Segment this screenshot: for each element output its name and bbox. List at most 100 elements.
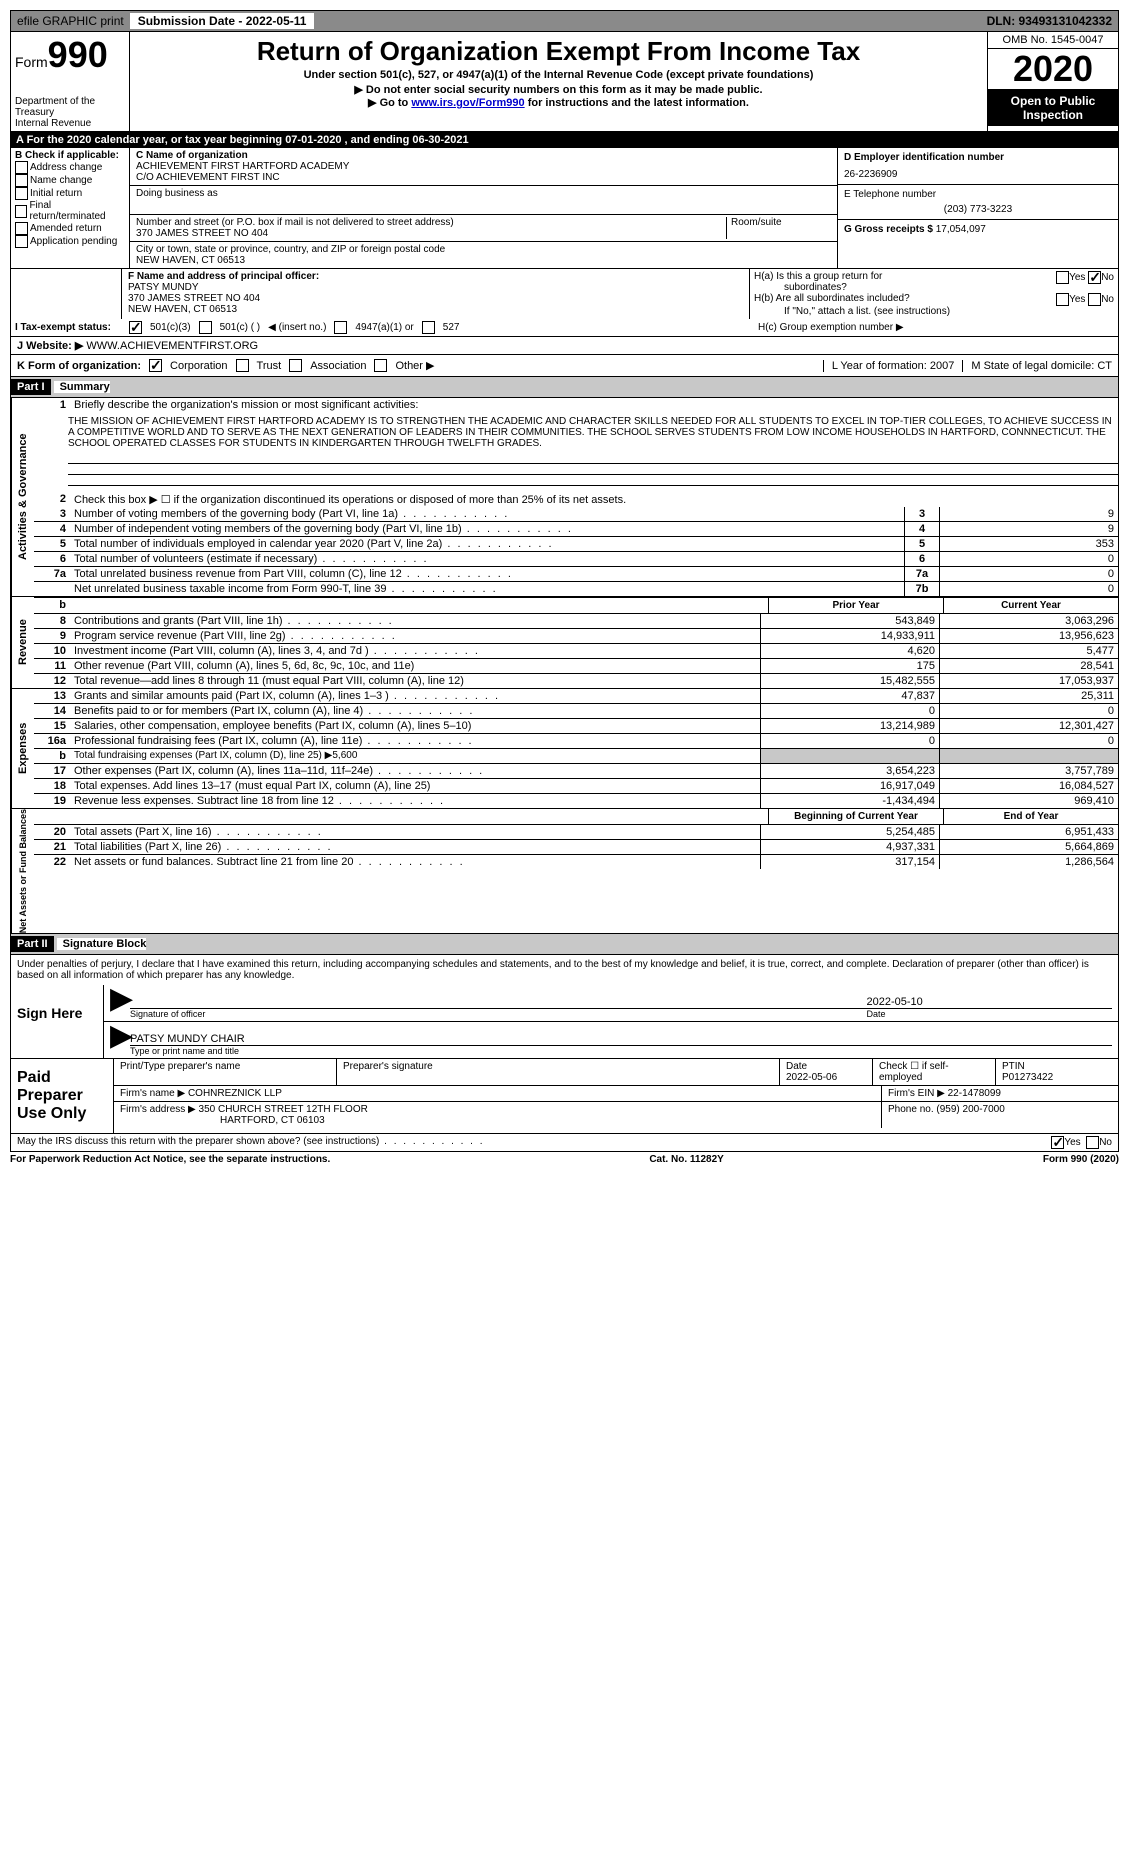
header-grid: B Check if applicable: Address change Na…: [10, 148, 1119, 268]
website-label: J Website: ▶: [17, 340, 83, 352]
527-checkbox[interactable]: [422, 321, 435, 334]
ein-label: D Employer identification number: [844, 152, 1112, 163]
line-11-desc: Other revenue (Part VIII, column (A), li…: [70, 659, 760, 673]
prep-sig-header: Preparer's signature: [337, 1059, 780, 1085]
officer-addr1: 370 JAMES STREET NO 404: [128, 293, 743, 304]
line-5-desc: Total number of individuals employed in …: [70, 537, 904, 551]
efile-label: efile GRAPHIC print: [17, 14, 124, 28]
ha-label: H(a) Is this a group return for: [754, 271, 882, 282]
room-label: Room/suite: [731, 217, 831, 228]
revenue-label: Revenue: [11, 597, 34, 688]
line-22-desc: Net assets or fund balances. Subtract li…: [70, 855, 760, 869]
firm-addr1: 350 CHURCH STREET 12TH FLOOR: [199, 1104, 368, 1115]
expenses-label: Expenses: [11, 689, 34, 808]
revenue-section: Revenue bPrior YearCurrent Year 8Contrib…: [10, 597, 1119, 689]
corp-checkbox[interactable]: [149, 359, 162, 372]
line-16b-desc: Total fundraising expenses (Part IX, col…: [70, 749, 760, 763]
form-label: Form: [15, 54, 48, 70]
officer-label: F Name and address of principal officer:: [128, 271, 743, 282]
line-6-val: 0: [939, 552, 1118, 566]
org-name-2: C/O ACHIEVEMENT FIRST INC: [136, 172, 831, 183]
expenses-section: Expenses 13Grants and similar amounts pa…: [10, 689, 1119, 809]
line-7a-val: 0: [939, 567, 1118, 581]
line-21-desc: Total liabilities (Part X, line 26): [70, 840, 760, 854]
form-title: Return of Organization Exempt From Incom…: [134, 36, 983, 67]
sign-here-block: Sign Here ▶ Signature of officer 2022-05…: [10, 985, 1119, 1059]
4947-checkbox[interactable]: [334, 321, 347, 334]
amended-return-checkbox[interactable]: [15, 222, 28, 235]
discuss-yes-checkbox[interactable]: [1051, 1136, 1064, 1149]
ssn-note: ▶ Do not enter social security numbers o…: [134, 83, 983, 96]
street-label: Number and street (or P.O. box if mail i…: [136, 217, 726, 228]
activities-section: Activities & Governance 1 Briefly descri…: [10, 398, 1119, 597]
line-19-desc: Revenue less expenses. Subtract line 18 …: [70, 794, 760, 808]
line-17-desc: Other expenses (Part IX, column (A), lin…: [70, 764, 760, 778]
other-checkbox[interactable]: [374, 359, 387, 372]
ha-yes-checkbox[interactable]: [1056, 271, 1069, 284]
submission-date: Submission Date - 2022-05-11: [130, 13, 315, 29]
final-return-checkbox[interactable]: [15, 205, 27, 218]
net-assets-section: Net Assets or Fund Balances Beginning of…: [10, 809, 1119, 934]
part1-header: Part I Summary: [10, 377, 1119, 398]
header-strip: efile GRAPHIC print Submission Date - 20…: [10, 10, 1119, 32]
name-change-checkbox[interactable]: [15, 174, 28, 187]
section-d-e-g: D Employer identification number 26-2236…: [837, 148, 1118, 268]
hb-yes-checkbox[interactable]: [1056, 293, 1069, 306]
line-4-desc: Number of independent voting members of …: [70, 522, 904, 536]
discuss-no-checkbox[interactable]: [1086, 1136, 1099, 1149]
line-5-val: 353: [939, 537, 1118, 551]
footer-row: For Paperwork Reduction Act Notice, see …: [10, 1152, 1119, 1167]
dba-label: Doing business as: [136, 188, 218, 212]
part2-label: Part II: [11, 936, 54, 952]
line-8-desc: Contributions and grants (Part VIII, lin…: [70, 614, 760, 628]
501c-checkbox[interactable]: [199, 321, 212, 334]
city-label: City or town, state or province, country…: [136, 244, 831, 255]
discuss-row: May the IRS discuss this return with the…: [10, 1134, 1119, 1152]
line-7b-desc: Net unrelated business taxable income fr…: [70, 582, 904, 596]
tel-value: (203) 773-3223: [844, 204, 1112, 215]
form-number: 990: [48, 34, 108, 75]
form-org-row: K Form of organization: Corporation Trus…: [10, 355, 1119, 377]
sig-officer-label: Signature of officer: [130, 1009, 867, 1019]
501c3-checkbox[interactable]: [129, 321, 142, 334]
hb-no-checkbox[interactable]: [1088, 293, 1101, 306]
section-i-label: I Tax-exempt status:: [15, 322, 111, 333]
line-16a-desc: Professional fundraising fees (Part IX, …: [70, 734, 760, 748]
preparer-label: Paid Preparer Use Only: [11, 1059, 114, 1133]
net-assets-label: Net Assets or Fund Balances: [11, 809, 34, 933]
line-12-desc: Total revenue—add lines 8 through 11 (mu…: [70, 674, 760, 688]
line-18-desc: Total expenses. Add lines 13–17 (must eq…: [70, 779, 760, 793]
paperwork-notice: For Paperwork Reduction Act Notice, see …: [10, 1154, 330, 1165]
section-i-stub: [11, 269, 122, 319]
dln-number: DLN: 93493131042332: [987, 14, 1112, 28]
addr-change-checkbox[interactable]: [15, 161, 28, 174]
line-3-desc: Number of voting members of the governin…: [70, 507, 904, 521]
line-13-desc: Grants and similar amounts paid (Part IX…: [70, 689, 760, 703]
line-9-desc: Program service revenue (Part VIII, line…: [70, 629, 760, 643]
ha-sub: subordinates?: [784, 282, 882, 293]
website-row: J Website: ▶ WWW.ACHIEVEMENTFIRST.ORG: [10, 337, 1119, 355]
initial-return-checkbox[interactable]: [15, 187, 28, 200]
tax-year: 2020: [988, 49, 1118, 90]
app-pending-checkbox[interactable]: [15, 235, 28, 248]
line-7b-val: 0: [939, 582, 1118, 596]
officer-addr2: NEW HAVEN, CT 06513: [128, 304, 743, 315]
ha-no-checkbox[interactable]: [1088, 271, 1101, 284]
cat-number: Cat. No. 11282Y: [649, 1154, 723, 1165]
line-3-val: 9: [939, 507, 1118, 521]
firm-name: COHNREZNICK LLP: [188, 1088, 282, 1099]
irs-link[interactable]: www.irs.gov/Form990: [411, 97, 524, 109]
hb-label: H(b) Are all subordinates included?: [754, 293, 910, 306]
assoc-checkbox[interactable]: [289, 359, 302, 372]
current-year-header: Current Year: [943, 598, 1118, 613]
part1-label: Part I: [11, 379, 51, 395]
sign-here-label: Sign Here: [11, 985, 104, 1058]
firm-addr2: HARTFORD, CT 06103: [220, 1115, 325, 1126]
sig-name-value: PATSY MUNDY CHAIR: [130, 1033, 1112, 1046]
city-value: NEW HAVEN, CT 06513: [136, 255, 831, 266]
line-20-desc: Total assets (Part X, line 16): [70, 825, 760, 839]
dept-treasury: Department of the Treasury: [15, 96, 125, 118]
trust-checkbox[interactable]: [236, 359, 249, 372]
line-6-desc: Total number of volunteers (estimate if …: [70, 552, 904, 566]
irs-label: Internal Revenue: [15, 118, 125, 129]
